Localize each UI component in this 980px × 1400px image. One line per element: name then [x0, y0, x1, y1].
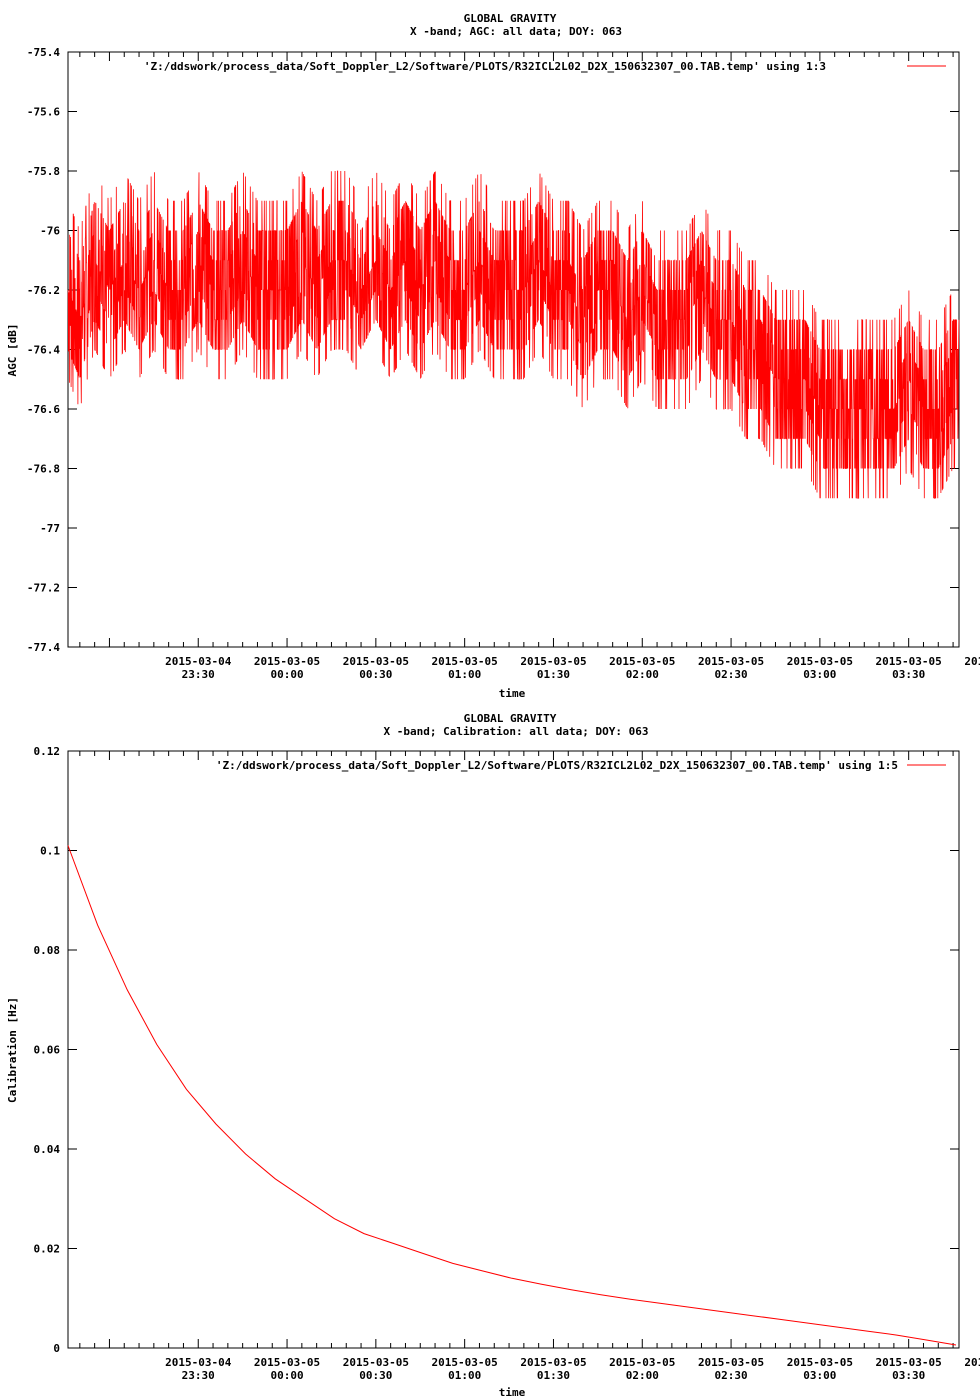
x-tick-date-label: 2015-03-05	[343, 655, 409, 668]
calibration-chart-subtitle: X -band; Calibration: all data; DOY: 063	[384, 725, 649, 738]
x-tick-time-label: 03:00	[803, 1369, 836, 1382]
x-tick-date-label: 2015-03-04	[165, 655, 232, 668]
y-tick-label: 0.02	[34, 1243, 61, 1256]
x-tick-date-label: 2015-03-05	[876, 655, 942, 668]
x-tick-date-label: 2015-03-05	[609, 1356, 675, 1369]
agc-chart-subtitle: X -band; AGC: all data; DOY: 063	[410, 25, 622, 38]
calibration-chart-title: GLOBAL GRAVITY	[464, 712, 557, 725]
x-tick-time-label: 01:00	[448, 1369, 481, 1382]
x-tick-date-label: 2015-03-05	[787, 1356, 853, 1369]
x-tick-time-label: 03:00	[803, 668, 836, 681]
agc-y-axis-label: AGC [dB]	[6, 324, 19, 377]
calibration-series	[67, 845, 957, 1346]
y-tick-label: -77.2	[27, 582, 60, 595]
x-tick-date-label: 2015-03-05	[343, 1356, 409, 1369]
agc-y-axis: -75.4 -75.6 -75.8 -76 -76.2 -76.4 -76.6 -76.8 -7…	[27, 46, 959, 654]
x-tick-time-label: 23:30	[182, 668, 215, 681]
agc-series	[67, 170, 960, 499]
agc-line	[67, 170, 960, 499]
x-tick-date-label: 2015-03-05	[520, 1356, 586, 1369]
x-tick-date-label: 2015-03-04	[165, 1356, 232, 1369]
y-tick-label: 0.12	[34, 745, 61, 758]
y-tick-label: -77.4	[27, 641, 60, 654]
agc-x-axis-label: time	[499, 687, 526, 700]
x-tick-time-label: 00:30	[359, 668, 392, 681]
x-tick-date-label: 2015-03-05	[254, 1356, 320, 1369]
y-tick-label: -75.6	[27, 106, 60, 119]
y-tick-label: -76.8	[27, 463, 60, 476]
x-tick-time-label: 02:30	[715, 1369, 748, 1382]
x-tick-date-label: 2015-03-05	[964, 1356, 980, 1369]
agc-x-axis: 2015-03-0423:302015-03-0500:002015-03-05…	[79, 52, 980, 681]
x-tick-time-label: 01:30	[537, 1369, 570, 1382]
x-tick-time-label: 03:30	[892, 668, 925, 681]
y-tick-label: -77	[40, 522, 60, 535]
calibration-y-axis: 0.12 0.1 0.08 0.06 0.04 0.02 0	[34, 745, 959, 1355]
x-tick-date-label: 2015-03-05	[964, 655, 980, 668]
x-tick-time-label: 00:30	[359, 1369, 392, 1382]
y-tick-label: -76	[40, 225, 60, 238]
calibration-legend-label: 'Z:/ddswork/process_data/Soft_Doppler_L2…	[216, 759, 898, 772]
x-tick-date-label: 2015-03-05	[254, 655, 320, 668]
agc-chart-title: GLOBAL GRAVITY	[464, 12, 557, 25]
x-tick-time-label: 02:30	[715, 668, 748, 681]
calibration-plot-frame	[67, 750, 960, 1349]
y-tick-label: 0.08	[34, 944, 61, 957]
x-tick-time-label: 00:00	[270, 1369, 303, 1382]
x-tick-date-label: 2015-03-05	[520, 655, 586, 668]
y-tick-label: 0.06	[34, 1044, 61, 1057]
x-tick-date-label: 2015-03-05	[698, 1356, 764, 1369]
y-tick-label: -76.2	[27, 284, 60, 297]
x-tick-time-label: 01:30	[537, 668, 570, 681]
x-tick-time-label: 03:30	[892, 1369, 925, 1382]
calibration-x-axis: 2015-03-0423:302015-03-0500:002015-03-05…	[79, 751, 980, 1382]
x-tick-time-label: 23:30	[182, 1369, 215, 1382]
y-tick-label: 0.04	[34, 1143, 61, 1156]
y-tick-label: -75.4	[27, 46, 60, 59]
x-tick-date-label: 2015-03-05	[432, 1356, 498, 1369]
calibration-chart: GLOBAL GRAVITY X -band; Calibration: all…	[6, 712, 980, 1399]
y-tick-label: 0	[53, 1342, 60, 1355]
x-tick-date-label: 2015-03-05	[609, 655, 675, 668]
agc-chart: GLOBAL GRAVITY X -band; AGC: all data; D…	[6, 12, 980, 700]
x-tick-time-label: 02:00	[626, 1369, 659, 1382]
x-tick-date-label: 2015-03-05	[876, 1356, 942, 1369]
calibration-y-axis-label: Calibration [Hz]	[6, 997, 19, 1103]
x-tick-date-label: 2015-03-05	[432, 655, 498, 668]
calibration-line	[67, 845, 957, 1346]
y-tick-label: -76.4	[27, 344, 60, 357]
y-tick-label: -76.6	[27, 403, 60, 416]
y-tick-label: 0.1	[40, 845, 60, 858]
y-tick-label: -75.8	[27, 165, 60, 178]
x-tick-date-label: 2015-03-05	[698, 655, 764, 668]
agc-legend-label: 'Z:/ddswork/process_data/Soft_Doppler_L2…	[144, 60, 826, 73]
x-tick-time-label: 02:00	[626, 668, 659, 681]
x-tick-date-label: 2015-03-05	[787, 655, 853, 668]
calibration-x-axis-label: time	[499, 1386, 526, 1399]
x-tick-time-label: 01:00	[448, 668, 481, 681]
x-tick-time-label: 00:00	[270, 668, 303, 681]
